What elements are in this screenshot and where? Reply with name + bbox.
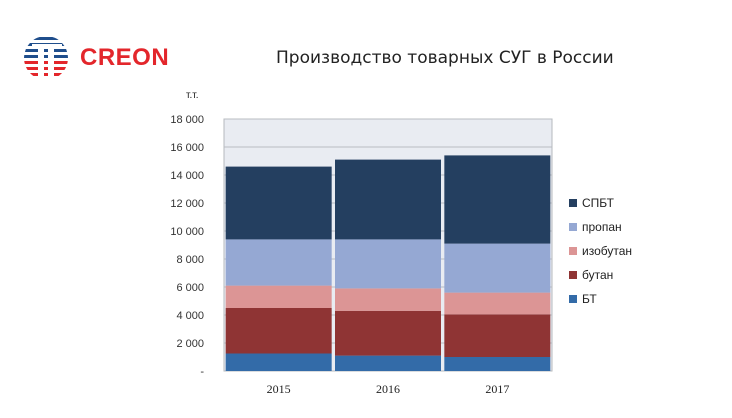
legend-swatch (569, 199, 577, 207)
y-unit-label: т.т. (186, 90, 199, 101)
x-category-label: 2017 (485, 382, 509, 396)
legend-label: СПБТ (582, 196, 615, 210)
bar-segment (444, 357, 551, 371)
bar-segment (225, 353, 332, 371)
bar-segment (225, 239, 332, 286)
bar-segment (335, 355, 441, 371)
creon-logo: CREON (20, 34, 169, 82)
bar-segment (444, 292, 551, 315)
x-category-label: 2016 (376, 382, 400, 396)
y-tick-label: 16 000 (170, 142, 204, 154)
legend-swatch (569, 295, 577, 303)
y-tick-label: 6 000 (176, 282, 204, 294)
y-tick-label: 2 000 (176, 338, 204, 350)
bar-segment (225, 285, 332, 308)
bar-segment (444, 243, 551, 293)
bar-segment (335, 310, 441, 356)
x-category-label: 2015 (267, 382, 291, 396)
y-tick-label: 10 000 (170, 226, 204, 238)
legend-label: бутан (582, 268, 613, 282)
bar-segment (335, 159, 441, 240)
y-tick-label: 12 000 (170, 198, 204, 210)
bar-segment (225, 166, 332, 240)
bar-segment (444, 155, 551, 244)
bar-segment (225, 308, 332, 354)
y-tick-label: - (200, 366, 204, 378)
bar-segment (335, 288, 441, 311)
y-tick-label: 14 000 (170, 170, 204, 182)
bar-segment (444, 314, 551, 357)
y-tick-label: 8 000 (176, 254, 204, 266)
legend-label: изобутан (582, 244, 632, 258)
globe-logo-icon (24, 36, 68, 80)
legend-swatch (569, 223, 577, 231)
y-tick-label: 4 000 (176, 310, 204, 322)
page-title: Производство товарных СУГ в России (276, 48, 614, 68)
y-tick-label: 18 000 (170, 114, 204, 126)
bar-segment (335, 239, 441, 289)
legend-label: БТ (582, 292, 597, 306)
brand-name: CREON (80, 44, 170, 71)
legend-swatch (569, 271, 577, 279)
legend-label: пропан (582, 220, 622, 234)
legend-swatch (569, 247, 577, 255)
